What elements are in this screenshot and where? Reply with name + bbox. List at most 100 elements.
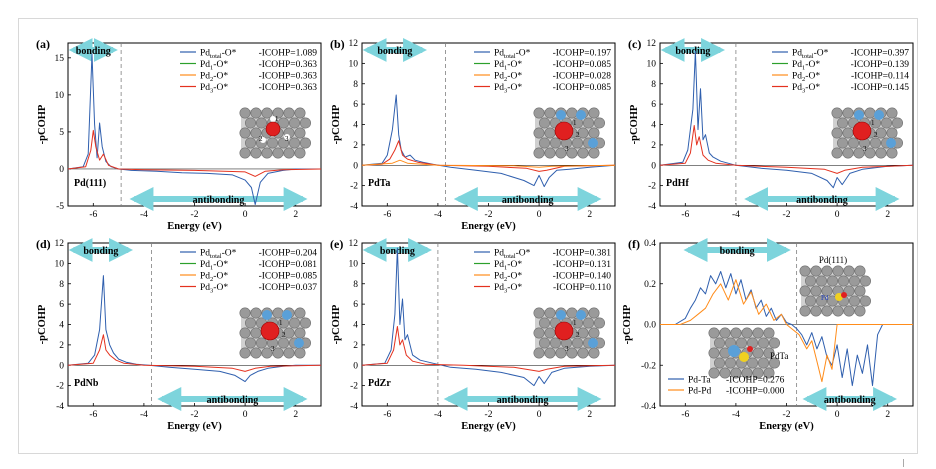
bonding-label: bonding — [377, 46, 412, 57]
y-tick-label: 0 — [353, 361, 358, 371]
legend-rest: -O* — [507, 60, 522, 70]
atom — [266, 137, 278, 149]
atom — [533, 147, 545, 159]
atom — [538, 117, 550, 129]
legend-sub: 2 — [504, 276, 507, 283]
legend-sub: 3 — [802, 88, 805, 95]
y-tick-label: -4 — [350, 402, 358, 412]
legend-icohp: -ICOHP=0.381 — [553, 249, 612, 259]
series-line-p3 — [361, 140, 616, 172]
antibonding-label: antibonding — [497, 395, 549, 406]
atom — [735, 337, 747, 349]
atom — [804, 275, 816, 287]
bonding-label: bonding — [76, 46, 111, 57]
legend-rest: -O* — [213, 83, 228, 93]
legend-name: Pd — [494, 272, 504, 282]
dopant-atom — [556, 310, 566, 320]
legend-rest: -O* — [213, 283, 228, 293]
atom — [544, 107, 556, 119]
legend-label: Pd2-O* — [494, 272, 522, 284]
legend-icohp: -ICOHP=0.110 — [553, 283, 611, 293]
legend-sub: 1 — [802, 65, 805, 72]
y-tick-label: 8 — [651, 80, 656, 90]
legend-name: Pd — [792, 83, 802, 93]
x-axis-label: Energy (eV) — [461, 421, 516, 432]
y-tick-label: 0 — [651, 161, 656, 171]
atom — [272, 107, 284, 119]
legend-sub: 2 — [210, 276, 213, 283]
legend-rest: -O* — [213, 272, 228, 282]
legend-icohp: -ICOHP=0.131 — [553, 260, 612, 270]
legend-sub: 1 — [504, 265, 507, 272]
atom — [869, 137, 881, 149]
legend-name: Pd — [494, 60, 504, 70]
atom — [544, 147, 556, 159]
atom — [724, 357, 736, 369]
atom — [708, 347, 720, 359]
atom — [272, 147, 284, 159]
atom — [261, 107, 273, 119]
atom — [886, 107, 898, 119]
legend-label: Pd3-O* — [200, 283, 228, 295]
legend-icohp: -ICOHP=0.085 — [553, 60, 612, 70]
y-tick-label: 4 — [651, 121, 656, 131]
x-tick-label: -6 — [681, 410, 689, 420]
structure-inset-f1: Pd — [799, 265, 871, 317]
y-tick-label: 0 — [353, 161, 358, 171]
legend-label: Pd1-O* — [494, 60, 522, 72]
atom — [815, 275, 827, 287]
y-tick-label: -2 — [56, 382, 64, 392]
legend-rest: -O* — [516, 49, 531, 59]
structure-inset-0: 3 2 1 — [239, 107, 311, 159]
antibonding-label: antibonding — [796, 195, 848, 206]
legend-label: Pd-Ta — [688, 376, 711, 386]
site-label: 3 — [285, 135, 289, 143]
x-tick-label: 2 — [293, 210, 298, 220]
x-tick-label: 0 — [835, 210, 840, 220]
atom — [799, 285, 811, 297]
legend-label: Pd2-O* — [200, 72, 228, 84]
atom — [588, 147, 600, 159]
legend-icohp: -ICOHP=0.363 — [259, 72, 318, 82]
structure-inset-3: 1 23 — [239, 307, 311, 359]
legend-icohp: -ICOHP=0.363 — [259, 60, 318, 70]
atom — [831, 107, 843, 119]
atom — [283, 147, 295, 159]
site-label: 3 — [863, 145, 867, 153]
atom — [719, 327, 731, 339]
legend-label: Pd2-O* — [792, 72, 820, 84]
legend-label: Pd3-O* — [792, 83, 820, 95]
y-tick-label: 12 — [349, 39, 359, 49]
atom — [708, 367, 720, 379]
legend-name: Pd — [792, 72, 802, 82]
y-tick-label: 2 — [353, 341, 358, 351]
atom — [250, 327, 262, 339]
legend-label: Pd1-O* — [200, 60, 228, 72]
legend-icohp: -ICOHP=0.139 — [851, 60, 910, 70]
atom — [549, 137, 561, 149]
legend-name: Pd — [200, 60, 210, 70]
legend-rest: -O* — [507, 260, 522, 270]
legend-icohp: -ICOHP=0.114 — [851, 72, 909, 82]
legend-name: Pd — [792, 60, 802, 70]
y-tick-label: 8 — [353, 80, 358, 90]
atom — [810, 285, 822, 297]
series-line-total — [67, 53, 321, 205]
y-tick-label: 6 — [651, 100, 656, 110]
dopant-atom — [262, 310, 272, 320]
site-label: 1 — [573, 319, 577, 327]
antibonding-label: antibonding — [824, 395, 876, 406]
atom — [277, 337, 289, 349]
legend-label: Pdtotal-O* — [200, 49, 237, 61]
legend-label: Pd3-O* — [200, 83, 228, 95]
atom — [549, 337, 561, 349]
y-tick-label: 10 — [55, 91, 65, 101]
structure-inset-4: 1 23 — [533, 307, 605, 359]
antibonding-label: antibonding — [207, 395, 259, 406]
site-label: 2 — [259, 135, 263, 143]
y-tick-label: 10 — [349, 259, 359, 269]
x-tick-label: -2 — [485, 210, 493, 220]
x-tick-label: -4 — [434, 210, 442, 220]
atom — [593, 117, 605, 129]
atom — [713, 357, 725, 369]
